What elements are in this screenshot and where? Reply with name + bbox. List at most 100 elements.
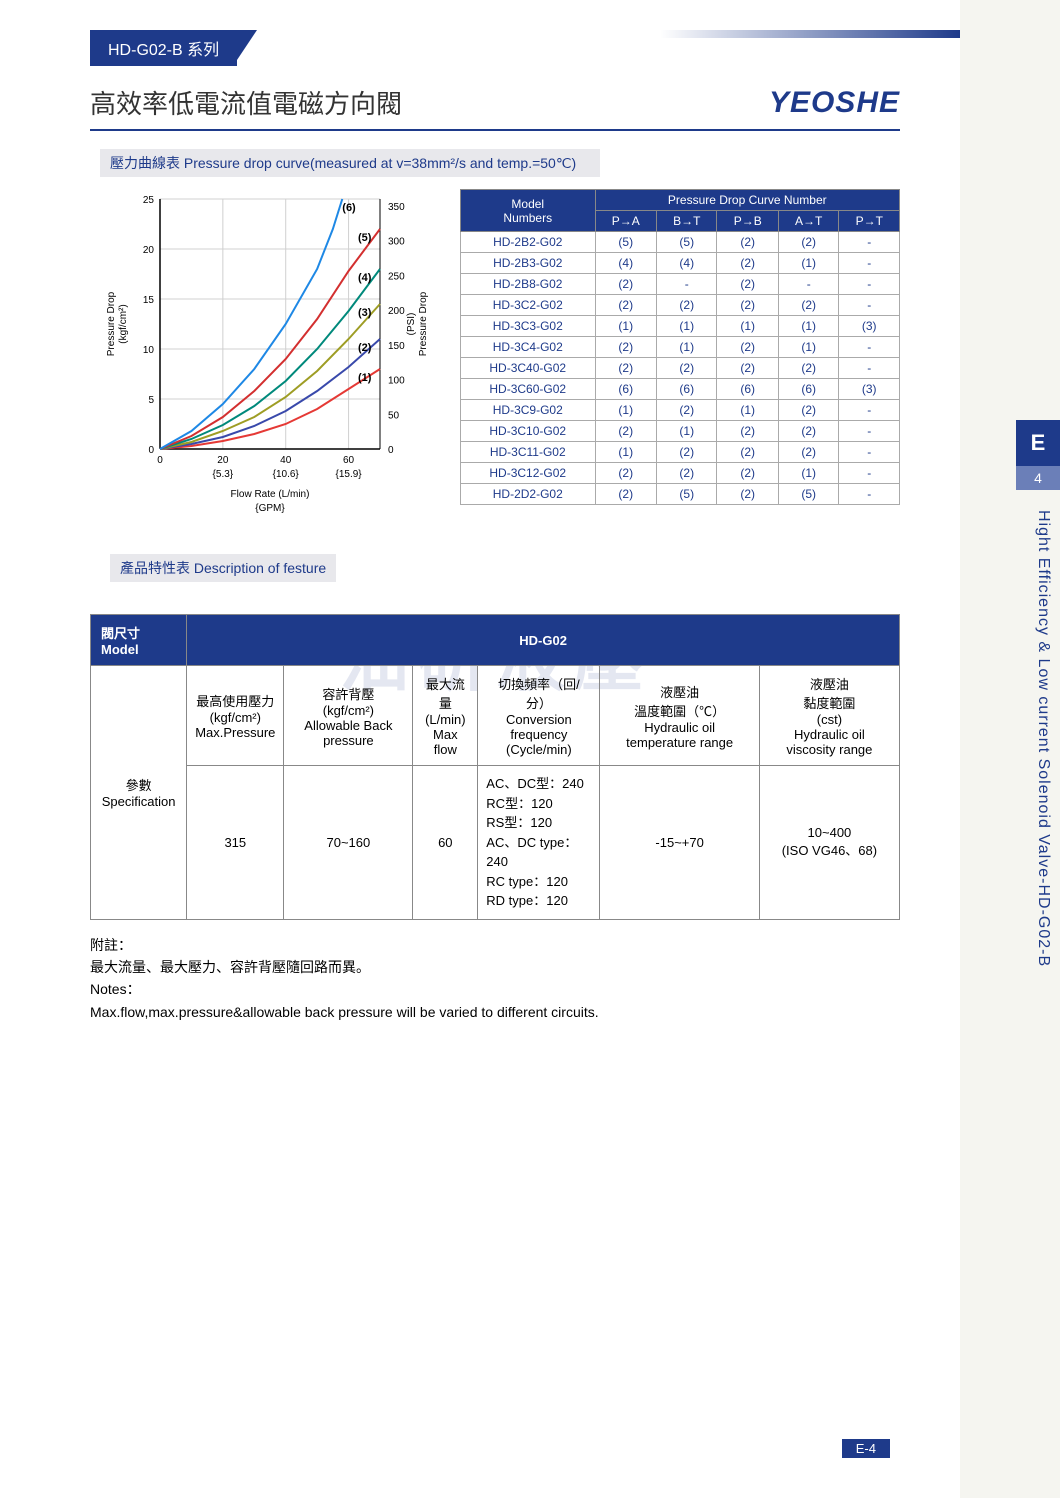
value-cell: - [839, 274, 900, 295]
svg-text:20: 20 [143, 245, 155, 256]
brand-logo: YEOSHE [769, 86, 900, 120]
table-row: HD-3C11-G02(1)(2)(2)(2)- [461, 442, 900, 463]
value-cell: (2) [778, 400, 838, 421]
value-cell: (6) [595, 379, 657, 400]
model-cell: HD-2B2-G02 [461, 232, 596, 253]
divider [90, 129, 900, 131]
table-row: HD-3C10-G02(2)(1)(2)(2)- [461, 421, 900, 442]
value-cell: (1) [778, 253, 838, 274]
value-cell: (2) [717, 253, 779, 274]
section-pressure-curve: 壓力曲線表 Pressure drop curve(measured at v=… [100, 149, 600, 177]
value-cell: (2) [595, 337, 657, 358]
value-cell: - [839, 358, 900, 379]
spec-col: 液壓油黏度範圍(cst)Hydraulic oil viscosity rang… [759, 666, 899, 766]
value-cell: (2) [717, 295, 779, 316]
value-cell: (2) [657, 463, 717, 484]
svg-text:10: 10 [143, 345, 155, 356]
section-feature: 產品特性表 Description of festure [110, 554, 336, 582]
model-cell: HD-3C4-G02 [461, 337, 596, 358]
svg-text:0: 0 [148, 445, 154, 456]
value-cell: - [778, 274, 838, 295]
model-header: 閥尺寸 Model [91, 615, 187, 666]
value-cell: (1) [778, 316, 838, 337]
svg-text:(PSI): (PSI) [406, 313, 417, 336]
value-cell: (1) [595, 442, 657, 463]
chart-table-row: 0510152025020{5.3}40{10.6}60{15.9}050100… [100, 189, 900, 524]
spec-val: 315 [187, 766, 284, 920]
value-cell: (5) [657, 484, 717, 505]
col-header: P→A [595, 211, 657, 232]
svg-text:20: 20 [217, 455, 229, 466]
svg-text:250: 250 [388, 271, 405, 282]
series-tab: HD-G02-B 系列 [90, 30, 237, 66]
page-number: E-4 [842, 1439, 890, 1458]
value-cell: (3) [839, 379, 900, 400]
svg-text:0: 0 [157, 455, 163, 466]
value-cell: - [839, 484, 900, 505]
header-stripe [660, 30, 960, 38]
table-row: HD-3C2-G02(2)(2)(2)(2)- [461, 295, 900, 316]
col-header: A→T [778, 211, 838, 232]
table-row: HD-3C40-G02(2)(2)(2)(2)- [461, 358, 900, 379]
col-model: ModelNumbers [461, 190, 596, 232]
col-header: B→T [657, 211, 717, 232]
value-cell: (2) [595, 274, 657, 295]
side-tab: E 4 [1016, 420, 1060, 490]
value-cell: - [839, 400, 900, 421]
note-line: 最大流量、最大壓力、容許背壓隨回路而異。 [90, 956, 900, 978]
model-cell: HD-3C2-G02 [461, 295, 596, 316]
col-header: P→T [839, 211, 900, 232]
side-letter: E [1016, 420, 1060, 466]
model-cell: HD-3C60-G02 [461, 379, 596, 400]
table-row: HD-3C4-G02(2)(1)(2)(1)- [461, 337, 900, 358]
spec-col: 切換頻率（回/分）Conversion frequency(Cycle/min) [478, 666, 600, 766]
value-cell: (2) [778, 442, 838, 463]
value-cell: (2) [717, 421, 779, 442]
model-cell: HD-3C11-G02 [461, 442, 596, 463]
value-cell: (1) [778, 463, 838, 484]
svg-text:100: 100 [388, 376, 405, 387]
value-cell: (4) [595, 253, 657, 274]
spec-table: 閥尺寸 ModelHD-G02參數Specification最高使用壓力(kgf… [90, 614, 900, 920]
spec-col: 最大流量(L/min)Max flow [413, 666, 478, 766]
table-row: HD-3C60-G02(6)(6)(6)(6)(3) [461, 379, 900, 400]
spec-val: 70~160 [284, 766, 413, 920]
svg-text:200: 200 [388, 306, 405, 317]
svg-text:50: 50 [388, 410, 400, 421]
value-cell: (2) [717, 232, 779, 253]
value-cell: (5) [778, 484, 838, 505]
svg-text:Pressure Drop: Pressure Drop [106, 291, 117, 356]
svg-text:Flow Rate (L/min): Flow Rate (L/min) [231, 489, 310, 500]
value-cell: (1) [717, 400, 779, 421]
value-cell: (6) [657, 379, 717, 400]
table-row: HD-2B8-G02(2)-(2)-- [461, 274, 900, 295]
svg-text:{15.9}: {15.9} [335, 469, 362, 480]
value-cell: (2) [717, 442, 779, 463]
value-cell: (2) [778, 358, 838, 379]
col-header: P→B [717, 211, 779, 232]
spec-col: 容許背壓(kgf/cm²)Allowable Back pressure [284, 666, 413, 766]
value-cell: (2) [717, 274, 779, 295]
side-number: 4 [1016, 466, 1060, 490]
value-cell: (2) [717, 337, 779, 358]
model-cell: HD-2D2-G02 [461, 484, 596, 505]
value-cell: (2) [717, 358, 779, 379]
model-cell: HD-3C9-G02 [461, 400, 596, 421]
svg-text:(kgf/cm²): (kgf/cm²) [118, 304, 129, 343]
table-row: HD-2B3-G02(4)(4)(2)(1)- [461, 253, 900, 274]
spec-val: 10~400(ISO VG46、68) [759, 766, 899, 920]
model-value: HD-G02 [187, 615, 900, 666]
svg-text:0: 0 [388, 445, 394, 456]
table-row: HD-3C3-G02(1)(1)(1)(1)(3) [461, 316, 900, 337]
value-cell: - [839, 337, 900, 358]
value-cell: (2) [595, 421, 657, 442]
model-cell: HD-2B3-G02 [461, 253, 596, 274]
model-cell: HD-3C10-G02 [461, 421, 596, 442]
value-cell: (2) [717, 463, 779, 484]
svg-text:40: 40 [280, 455, 292, 466]
value-cell: (4) [657, 253, 717, 274]
model-cell: HD-3C12-G02 [461, 463, 596, 484]
page: HD-G02-B 系列 高效率低電流值電磁方向閥 YEOSHE 壓力曲線表 Pr… [0, 0, 960, 1498]
value-cell: - [839, 253, 900, 274]
spec-col: 液壓油溫度範圍（℃）Hydraulic oil temperature rang… [600, 666, 759, 766]
